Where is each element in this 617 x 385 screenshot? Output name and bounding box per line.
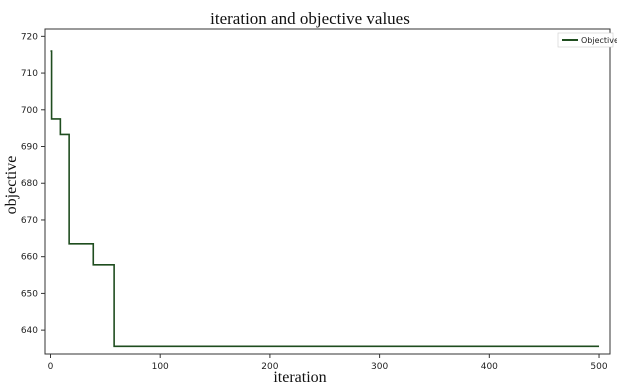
series-layer — [50, 50, 600, 348]
y-axis-ticks: 640 650 660 670 680 690 700 710 720 — [21, 32, 45, 336]
x-tick-label: 300 — [371, 362, 388, 372]
y-tick-label: 700 — [21, 106, 38, 116]
y-axis-label: objective — [3, 156, 20, 215]
x-tick-label: 200 — [261, 362, 278, 372]
y-tick-label: 640 — [21, 326, 38, 336]
y-tick-label: 660 — [21, 253, 38, 263]
y-tick-label: 720 — [21, 32, 38, 42]
series-line-0 — [50, 50, 600, 348]
x-tick-label: 100 — [152, 362, 169, 372]
legend-box — [557, 32, 614, 48]
y-tick-label: 670 — [21, 216, 38, 226]
x-tick-label: 0 — [48, 362, 54, 372]
x-axis-ticks: 0 100 200 300 400 500 — [48, 354, 608, 372]
legend: Objective — [557, 32, 617, 48]
x-tick-label: 500 — [590, 362, 607, 372]
chart-title: iteration and objective values — [210, 9, 410, 28]
y-tick-label: 650 — [21, 289, 38, 299]
plot-frame — [44, 28, 611, 355]
y-tick-label: 710 — [21, 69, 38, 79]
y-tick-label: 680 — [21, 179, 38, 189]
x-tick-label: 400 — [481, 362, 498, 372]
y-tick-label: 690 — [21, 143, 38, 153]
legend-label: Objective — [581, 36, 617, 45]
x-axis-label: iteration — [273, 369, 326, 385]
